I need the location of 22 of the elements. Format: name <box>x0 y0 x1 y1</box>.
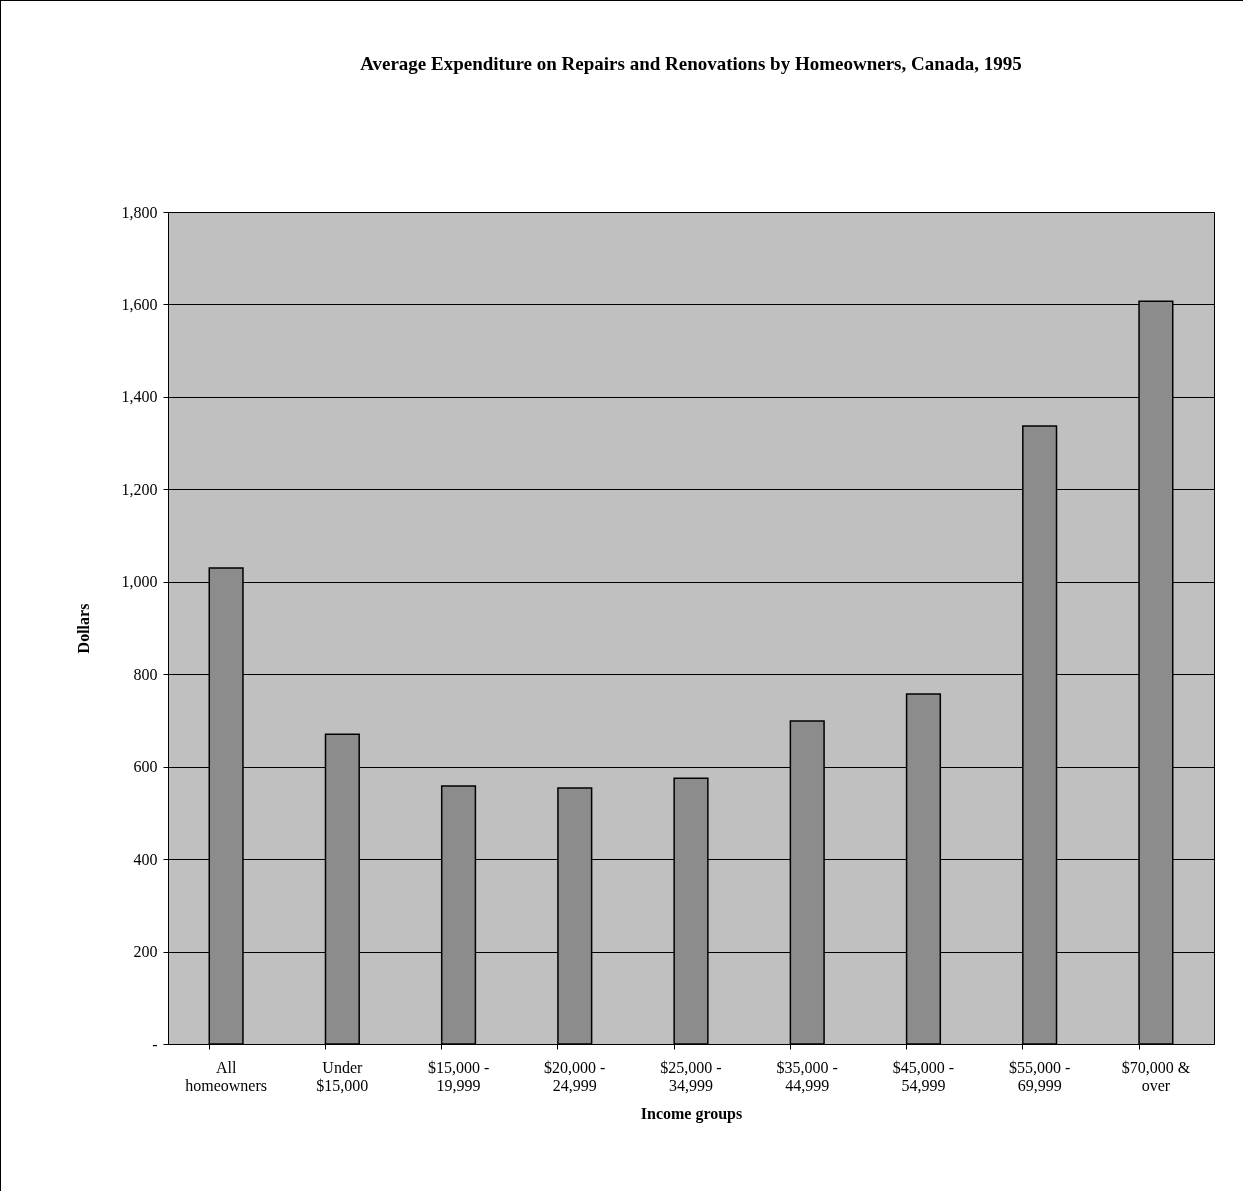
chart-title: Average Expenditure on Repairs and Renovations by Homeowners, Canada, 1995 <box>360 53 1022 74</box>
y-tick-label: 200 <box>133 943 158 961</box>
y-tick-label: 400 <box>133 850 158 868</box>
x-tick-label: $35,000 - 44,999 <box>776 1058 838 1094</box>
y-tick-label: 1,200 <box>121 480 158 498</box>
x-tick-label: $45,000 - 54,999 <box>892 1058 955 1094</box>
y-axis-title: Dollars <box>74 603 92 654</box>
y-tick-label: 1,400 <box>121 388 158 406</box>
x-tick-label: All homeowners <box>185 1058 267 1094</box>
y-tick-label: 800 <box>133 665 158 683</box>
y-tick-label: 1,600 <box>121 295 158 313</box>
x-tick-label: $20,000 - 24,999 <box>544 1058 606 1094</box>
x-axis-title: Income groups <box>640 1104 743 1123</box>
x-tick-label: $55,000 - 69,999 <box>1009 1058 1071 1094</box>
x-tick-label: $25,000 - 34,999 <box>660 1058 722 1094</box>
y-tick-label: 600 <box>133 758 158 776</box>
x-tick-label: $15,000 - 19,999 <box>427 1058 490 1094</box>
y-tick-label: 1,000 <box>121 573 158 591</box>
x-tick-label: Under $15,000 <box>316 1058 369 1094</box>
y-tick-label: - <box>152 1035 158 1053</box>
x-tick-label: $70,000 & over <box>1121 1058 1191 1094</box>
y-tick-label: 1,800 <box>121 203 158 221</box>
